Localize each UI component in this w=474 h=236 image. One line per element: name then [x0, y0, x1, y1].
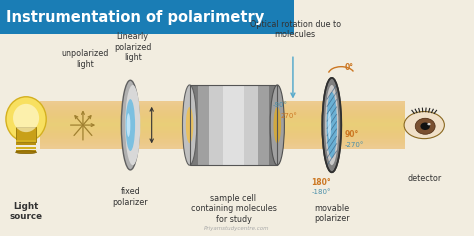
Text: Priyamstudycentre.com: Priyamstudycentre.com: [204, 226, 270, 231]
Bar: [190, 85, 277, 165]
Ellipse shape: [420, 122, 430, 130]
Bar: [40, 126, 405, 127]
Bar: [209, 85, 258, 165]
Bar: [40, 143, 405, 144]
Bar: [16, 147, 36, 149]
Ellipse shape: [126, 99, 135, 151]
Text: Optical rotation due to
molecules: Optical rotation due to molecules: [250, 20, 341, 39]
Bar: [40, 131, 405, 132]
Bar: [40, 135, 405, 136]
Bar: [16, 127, 36, 142]
Bar: [40, 132, 405, 133]
Bar: [40, 139, 405, 140]
Bar: [40, 137, 405, 138]
Text: sample cell
containing molecules
for study: sample cell containing molecules for stu…: [191, 194, 276, 224]
Text: Light
source: Light source: [9, 202, 43, 221]
Bar: [40, 112, 405, 113]
Ellipse shape: [273, 107, 281, 143]
Bar: [40, 116, 405, 117]
Text: Linearly
polarized
light: Linearly polarized light: [114, 32, 151, 62]
Bar: [40, 106, 405, 107]
Bar: [16, 140, 36, 142]
Bar: [190, 85, 277, 165]
Text: 180°: 180°: [311, 178, 331, 187]
Ellipse shape: [16, 151, 36, 154]
Bar: [40, 127, 405, 129]
Ellipse shape: [322, 78, 341, 172]
Ellipse shape: [186, 107, 193, 143]
Bar: [198, 85, 269, 165]
Bar: [40, 146, 405, 148]
Ellipse shape: [327, 92, 337, 158]
Bar: [40, 104, 405, 105]
Ellipse shape: [13, 104, 39, 132]
Bar: [40, 113, 405, 114]
Bar: [40, 101, 405, 103]
Text: -180°: -180°: [311, 189, 331, 195]
Ellipse shape: [415, 118, 435, 134]
Bar: [40, 105, 405, 106]
Bar: [40, 148, 405, 149]
Bar: [40, 138, 405, 139]
Bar: [40, 130, 405, 131]
Bar: [0, 0, 294, 34]
Ellipse shape: [127, 113, 130, 137]
Bar: [40, 118, 405, 119]
Ellipse shape: [428, 123, 430, 125]
Ellipse shape: [404, 112, 444, 139]
Bar: [40, 124, 405, 125]
Bar: [40, 142, 405, 143]
Ellipse shape: [325, 85, 338, 165]
Bar: [40, 125, 405, 126]
Bar: [40, 136, 405, 137]
Text: detector: detector: [407, 174, 441, 183]
Text: -270°: -270°: [345, 142, 365, 148]
Ellipse shape: [125, 85, 140, 165]
Bar: [40, 114, 405, 116]
Ellipse shape: [270, 85, 284, 165]
Bar: [40, 145, 405, 146]
Bar: [40, 111, 405, 112]
Bar: [40, 123, 405, 124]
Bar: [223, 85, 244, 165]
Bar: [40, 133, 405, 135]
Text: 270°: 270°: [281, 113, 298, 119]
Bar: [40, 110, 405, 111]
Text: 0°: 0°: [345, 63, 354, 72]
Text: 90°: 90°: [345, 130, 359, 139]
Text: Instrumentation of polarimetry: Instrumentation of polarimetry: [6, 10, 264, 25]
Bar: [40, 129, 405, 130]
Bar: [40, 120, 405, 122]
Bar: [40, 103, 405, 104]
Text: fixed
polarizer: fixed polarizer: [112, 187, 148, 207]
Bar: [40, 109, 405, 110]
Ellipse shape: [182, 85, 197, 165]
Text: unpolarized
light: unpolarized light: [62, 49, 109, 69]
Bar: [16, 150, 36, 152]
Bar: [40, 122, 405, 123]
Bar: [40, 119, 405, 120]
Bar: [40, 117, 405, 118]
Bar: [40, 140, 405, 142]
Bar: [40, 144, 405, 145]
Text: movable
polarizer: movable polarizer: [314, 204, 350, 223]
Text: -90°: -90°: [273, 102, 288, 108]
Ellipse shape: [121, 80, 139, 170]
Bar: [40, 107, 405, 109]
Ellipse shape: [328, 111, 331, 139]
Bar: [16, 143, 36, 145]
Ellipse shape: [6, 97, 46, 142]
